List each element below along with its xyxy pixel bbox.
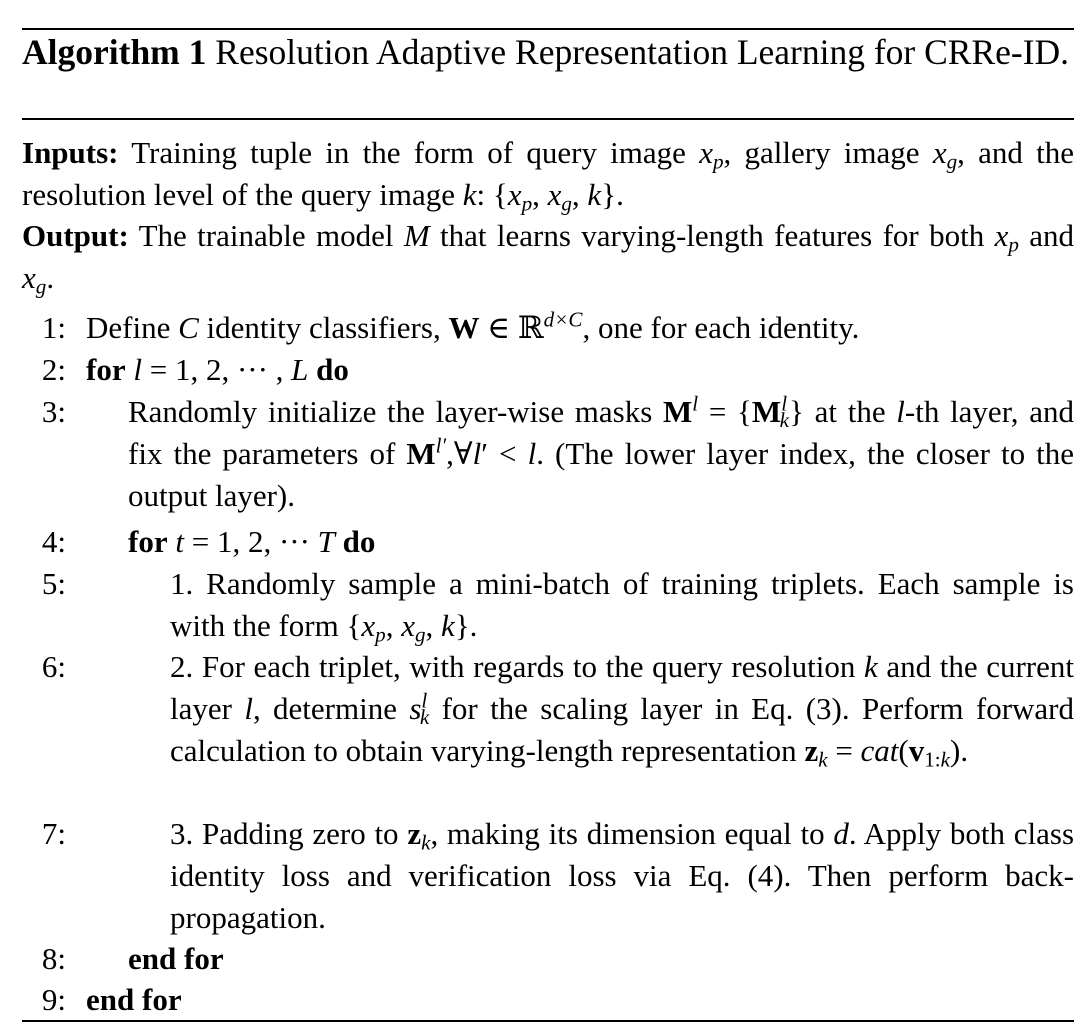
algorithm-title: Resolution Adaptive Representation Learn… [215,32,1070,72]
top-rule [22,28,1074,30]
inputs-label: Inputs: [22,135,119,170]
inputs-block: Inputs: Training tuple in the form of qu… [22,135,1074,215]
algorithm-caption: Algorithm 1 Resolution Adaptive Represen… [22,30,1074,74]
output-label: Output: [22,218,129,253]
algorithm-label: Algorithm 1 [22,32,207,72]
output-block: Output: The trainable model M that learn… [22,218,1075,298]
caption-rule [22,118,1074,120]
bottom-rule [22,1020,1074,1022]
